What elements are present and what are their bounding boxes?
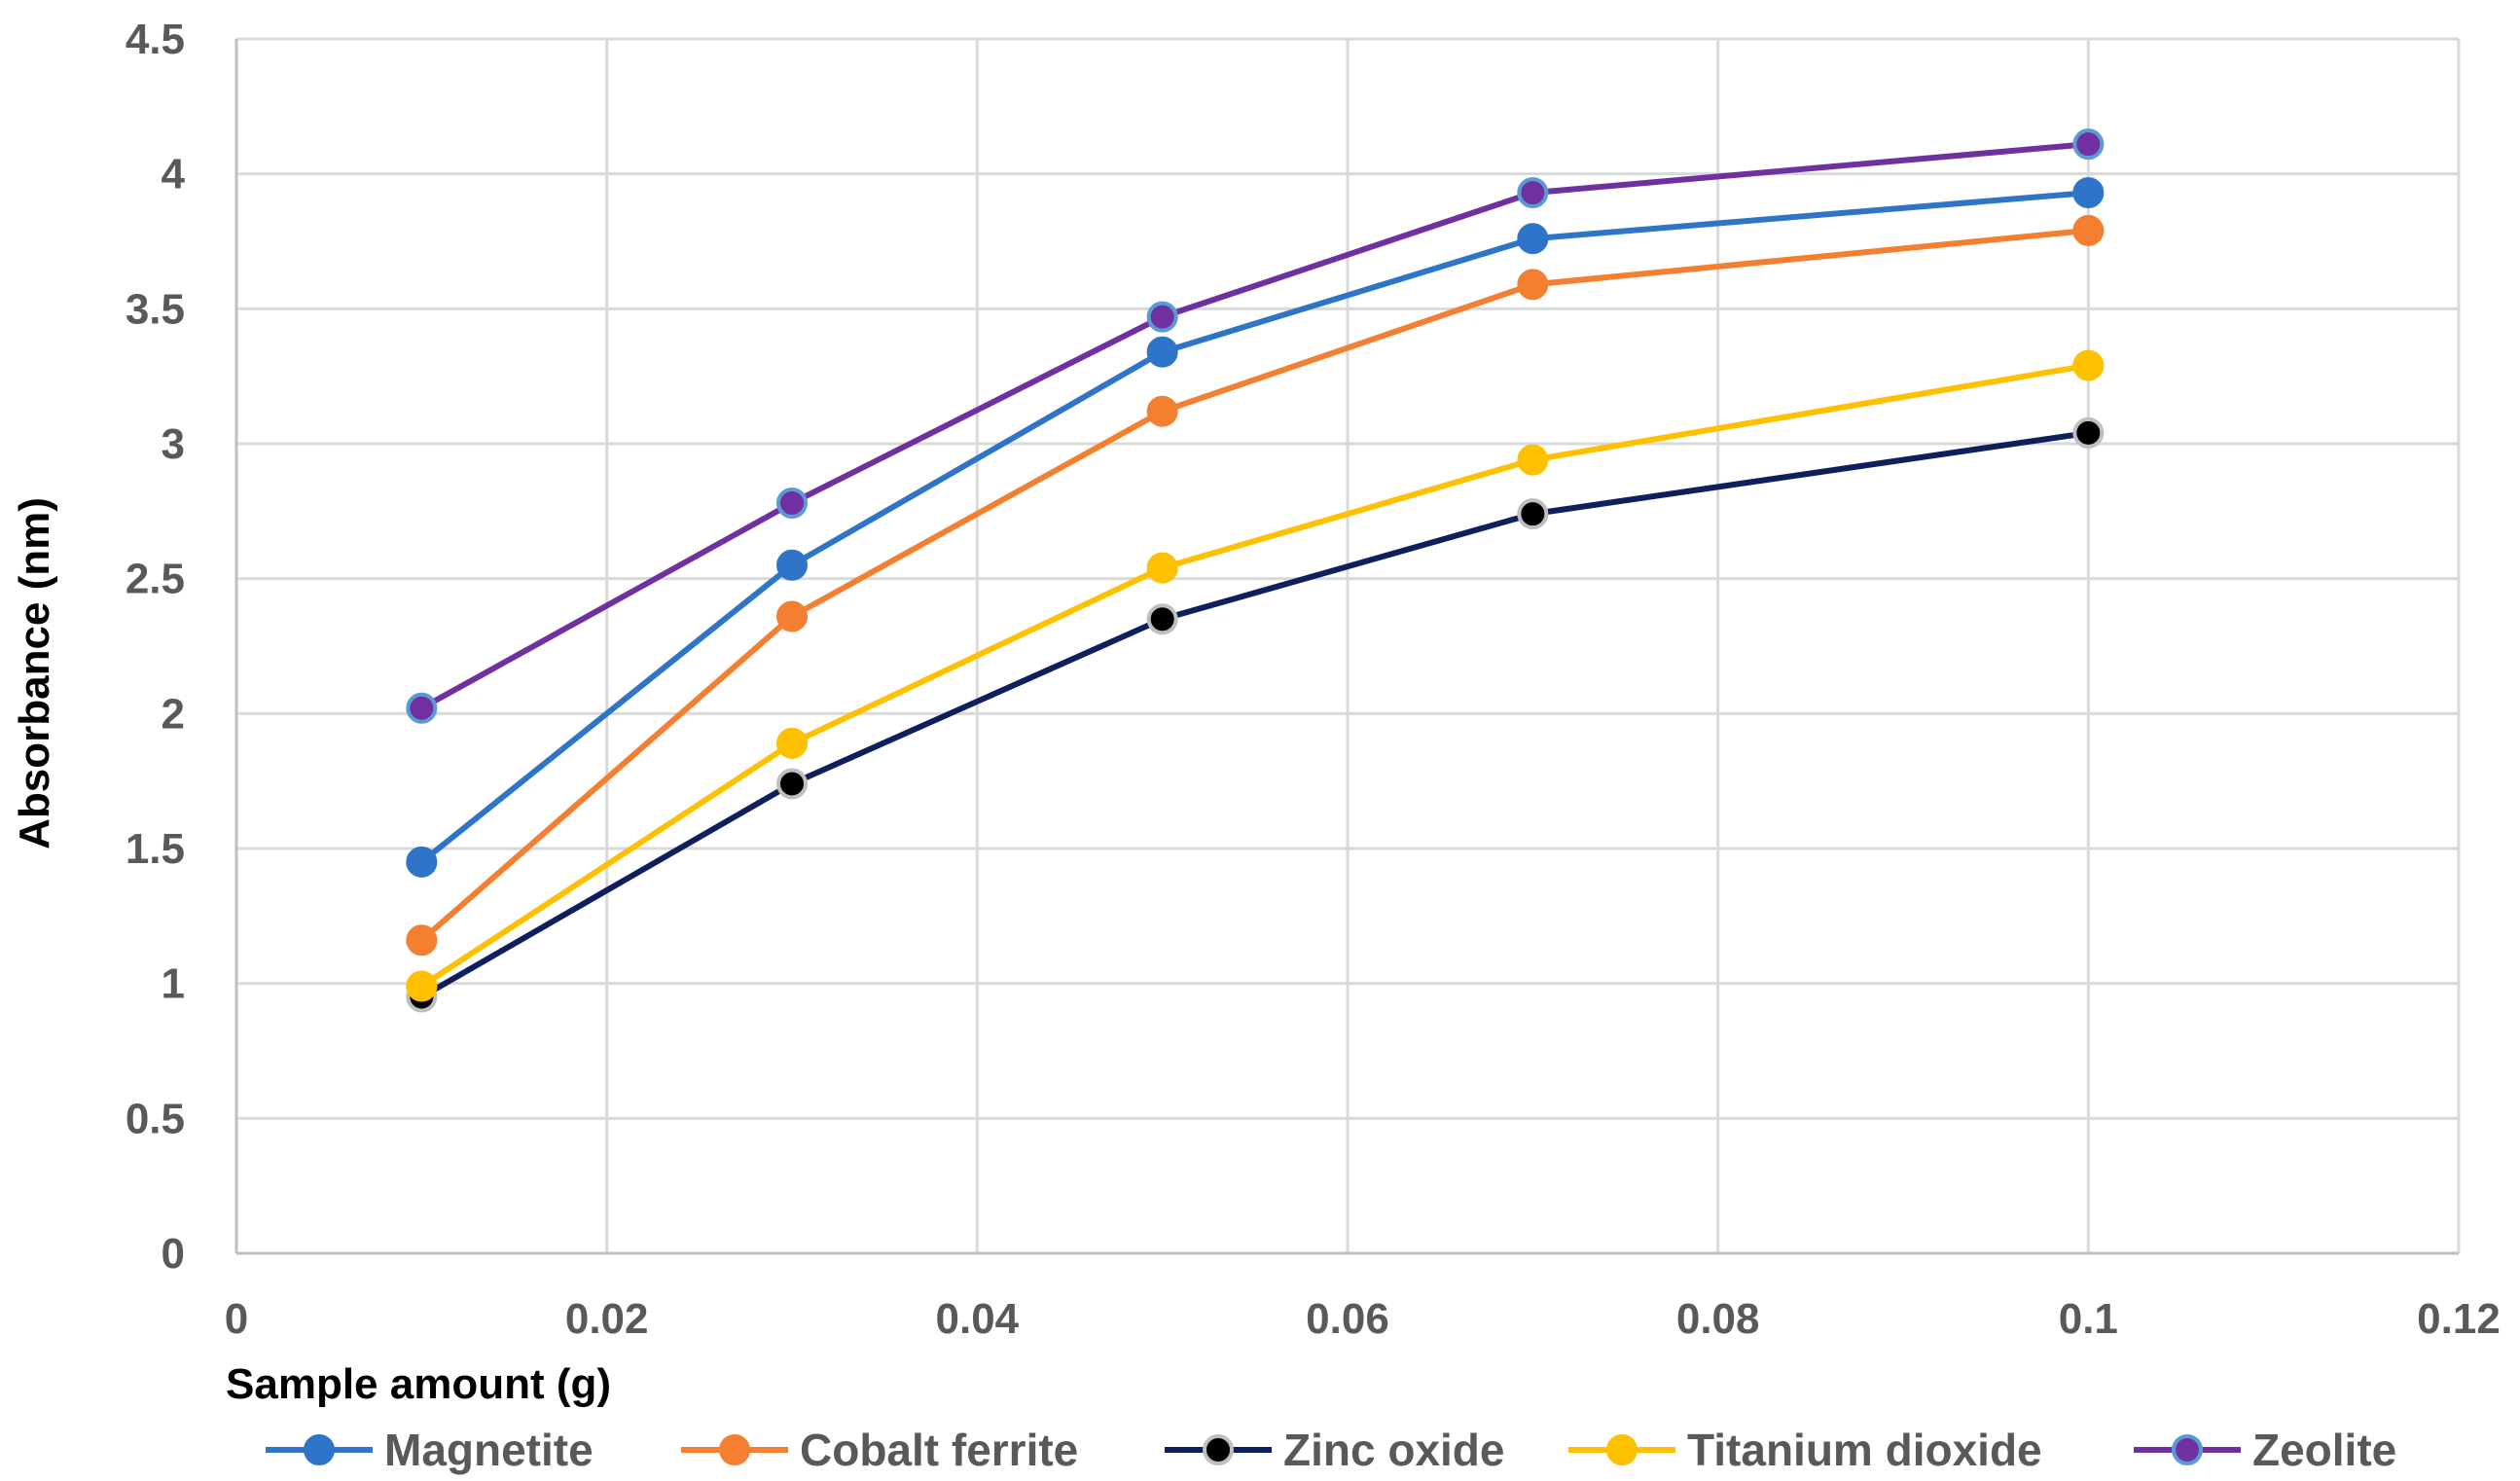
legend-item-cobalt-ferrite: Cobalt ferrite — [681, 1425, 1078, 1475]
data-point-zinc-oxide — [1146, 603, 1178, 635]
y-tick-label: 3 — [162, 420, 185, 468]
x-tick-label: 0.12 — [2417, 1295, 2501, 1343]
tick-labels: 0 0.5 1 1.5 2 2.5 3 3.5 4 4.5 0 0.02 0.04 0.06 0.08 0.1… — [126, 16, 2501, 1343]
data-point-titanium-dioxide — [1517, 444, 1549, 476]
legend-swatch-marker — [304, 1434, 335, 1465]
data-point-cobalt-ferrite — [406, 924, 438, 957]
data-point-titanium-dioxide — [406, 970, 438, 1002]
series-lines — [406, 128, 2105, 1013]
data-point-magnetite — [1517, 223, 1549, 255]
y-tick-label: 0.5 — [126, 1095, 185, 1142]
data-point-zeolite — [776, 488, 808, 520]
legend-swatch-marker — [719, 1434, 750, 1465]
series-line-cobalt-ferrite — [419, 227, 2089, 943]
axes — [234, 39, 2459, 1255]
legend-label: Cobalt ferrite — [800, 1425, 1078, 1475]
data-point-magnetite — [1146, 336, 1178, 368]
legend-item-zinc-oxide: Zinc oxide — [1165, 1425, 1504, 1475]
data-point-zeolite — [2072, 128, 2105, 161]
legend-label: Zinc oxide — [1283, 1425, 1504, 1475]
x-tick-label: 0.02 — [565, 1295, 649, 1343]
data-point-cobalt-ferrite — [776, 600, 808, 632]
legend-swatch-marker — [1203, 1434, 1234, 1465]
y-axis-title: Absorbance (nm) — [11, 497, 58, 849]
data-point-magnetite — [406, 846, 438, 878]
data-point-cobalt-ferrite — [1146, 395, 1178, 427]
data-point-zeolite — [1146, 301, 1178, 333]
x-tick-label: 0.08 — [1676, 1295, 1760, 1343]
y-tick-label: 0 — [162, 1230, 185, 1278]
legend-swatch-marker — [1606, 1434, 1638, 1465]
legend-item-titanium-dioxide: Titanium dioxide — [1568, 1425, 2042, 1475]
series-line-zeolite — [419, 141, 2089, 711]
data-point-zinc-oxide — [2072, 416, 2105, 449]
legend: Magnetite Cobalt ferrite Zinc oxide Titaniu… — [266, 1425, 2396, 1475]
data-point-magnetite — [2072, 177, 2105, 209]
y-tick-label: 4.5 — [126, 16, 185, 63]
y-tick-label: 1.5 — [126, 825, 185, 873]
y-tick-label: 3.5 — [126, 285, 185, 333]
data-point-titanium-dioxide — [776, 727, 808, 759]
legend-item-magnetite: Magnetite — [266, 1425, 594, 1475]
legend-swatch-marker — [2172, 1434, 2203, 1465]
x-tick-label: 0.04 — [936, 1295, 1020, 1343]
data-point-cobalt-ferrite — [1517, 269, 1549, 301]
x-tick-label: 0.1 — [2059, 1295, 2118, 1343]
y-tick-label: 2 — [162, 690, 185, 738]
y-tick-label: 1 — [162, 960, 185, 1008]
legend-label: Titanium dioxide — [1687, 1425, 2042, 1475]
data-point-titanium-dioxide — [1146, 552, 1178, 584]
legend-label: Magnetite — [384, 1425, 594, 1475]
data-point-zeolite — [406, 692, 438, 724]
y-tick-label: 4 — [162, 151, 186, 199]
data-point-titanium-dioxide — [2072, 349, 2105, 381]
series-line-magnetite — [419, 190, 2089, 865]
legend-label: Zeolite — [2252, 1425, 2396, 1475]
x-tick-label: 0.06 — [1306, 1295, 1389, 1343]
data-point-zinc-oxide — [1517, 498, 1549, 530]
series-line-titanium-dioxide — [419, 362, 2089, 989]
data-point-cobalt-ferrite — [2072, 214, 2105, 246]
x-axis-title: Sample amount (g) — [226, 1360, 611, 1408]
data-point-zinc-oxide — [776, 768, 808, 800]
y-tick-label: 2.5 — [126, 556, 185, 603]
legend-item-zeolite: Zeolite — [2134, 1425, 2396, 1475]
data-point-magnetite — [776, 549, 808, 581]
gridlines — [236, 37, 2461, 1253]
data-point-zeolite — [1517, 177, 1549, 209]
x-tick-label: 0 — [225, 1295, 248, 1343]
